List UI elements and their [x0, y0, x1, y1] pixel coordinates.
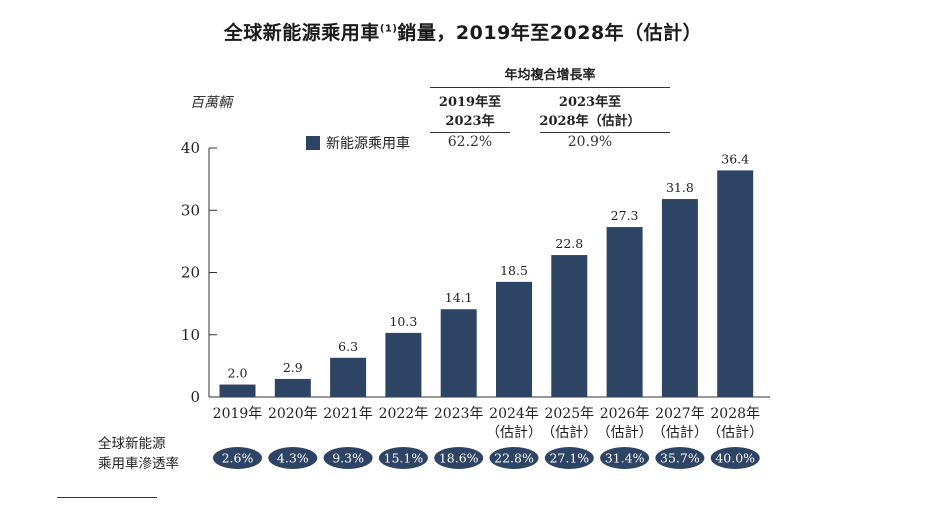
cagr-value-2: 20.9% — [567, 134, 613, 150]
x-tick-label: 2028年 — [710, 406, 760, 422]
data-label: 27.3 — [611, 208, 639, 223]
cagr-period-1-rule — [430, 132, 510, 133]
x-tick-sublabel: （估計） — [541, 425, 597, 441]
x-tick-label: 2022年 — [379, 406, 429, 422]
cagr-period-2-rule — [540, 132, 670, 133]
cagr-header: 年均複合增長率 — [430, 64, 670, 88]
bar — [717, 170, 754, 397]
bar — [219, 384, 256, 397]
cagr-period-1-line2: 2023年 — [445, 114, 495, 129]
cagr-period-2-line1: 2023年至 — [558, 95, 622, 110]
x-tick-label: 2019年 — [213, 406, 263, 422]
penetration-value: 40.0% — [715, 451, 755, 466]
title-main: 全球新能源乘用車 — [223, 22, 380, 44]
y-axis-unit: 百萬輛 — [190, 95, 232, 111]
x-tick-sublabel: （估計） — [486, 425, 542, 441]
legend-label: 新能源乘用車 — [326, 136, 410, 152]
penetration-badge — [268, 447, 318, 469]
bar — [661, 199, 698, 397]
data-label: 36.4 — [721, 151, 749, 166]
data-label: 18.5 — [500, 263, 528, 278]
penetration-badge — [600, 447, 650, 469]
penetration-badge — [544, 447, 594, 469]
x-tick-label: 2021年 — [323, 406, 373, 422]
penetration-badge — [378, 447, 428, 469]
data-label: 14.1 — [445, 290, 473, 305]
cagr-period-1-line1: 2019年至 — [438, 95, 502, 110]
chart-title: 全球新能源乘用車(1)銷量，2019年至2028年（估計） — [0, 18, 926, 45]
bar — [274, 378, 311, 397]
x-tick-label: 2025年 — [544, 406, 594, 422]
penetration-badge — [489, 447, 539, 469]
data-label: 2.0 — [228, 366, 248, 381]
x-tick-sublabel: （估計） — [652, 425, 708, 441]
penetration-value: 9.3% — [332, 451, 364, 466]
bar — [330, 357, 367, 397]
penetration-badge — [213, 447, 262, 469]
bar — [440, 309, 477, 397]
x-tick-label: 2020年 — [268, 406, 318, 422]
penetration-badge — [655, 447, 705, 469]
data-label: 2.9 — [283, 360, 303, 375]
cagr-period-1: 2019年至 2023年 — [410, 93, 530, 131]
data-label: 31.8 — [666, 180, 694, 195]
penetration-value: 22.8% — [494, 451, 534, 466]
bar — [551, 255, 588, 397]
x-tick-label: 2027年 — [655, 406, 705, 422]
y-tick-label: 40 — [181, 139, 200, 157]
bar — [385, 332, 422, 397]
y-tick-label: 10 — [181, 326, 200, 344]
x-tick-sublabel: （估計） — [707, 425, 763, 441]
x-tick-label: 2026年 — [600, 406, 650, 422]
data-label: 10.3 — [389, 314, 417, 329]
legend: 新能源乘用車 — [306, 133, 410, 153]
penetration-label-line2: 乘用車滲透率 — [98, 456, 179, 472]
penetration-value: 18.6% — [439, 451, 479, 466]
x-tick-sublabel: （估計） — [597, 425, 653, 441]
penetration-value: 15.1% — [384, 451, 424, 466]
penetration-badge — [434, 447, 484, 469]
cagr-period-2-line2: 2028年（估計） — [539, 114, 641, 129]
penetration-value: 4.3% — [277, 451, 309, 466]
penetration-badge — [710, 447, 760, 469]
cagr-period-2: 2023年至 2028年（估計） — [530, 93, 650, 131]
data-label: 22.8 — [555, 236, 583, 251]
y-tick-label: 30 — [181, 201, 200, 219]
penetration-value: 35.7% — [660, 451, 700, 466]
penetration-label: 全球新能源 乘用車滲透率 — [98, 434, 179, 474]
bar — [606, 227, 643, 397]
x-tick-label: 2024年 — [489, 406, 539, 422]
cagr-value-1: 62.2% — [447, 134, 493, 150]
footnote-divider — [57, 497, 157, 498]
y-tick-label: 0 — [190, 388, 200, 406]
penetration-label-line1: 全球新能源 — [98, 436, 166, 452]
legend-swatch — [306, 136, 320, 150]
penetration-value: 31.4% — [605, 451, 645, 466]
title-footnote-marker: (1) — [379, 23, 398, 35]
x-tick-label: 2023年 — [434, 406, 484, 422]
y-tick-label: 20 — [181, 264, 200, 282]
penetration-badge — [323, 447, 373, 469]
title-rest: 銷量，2019年至2028年（估計） — [397, 22, 703, 44]
data-label: 6.3 — [338, 339, 358, 354]
penetration-value: 2.6% — [222, 451, 254, 466]
penetration-value: 27.1% — [549, 451, 589, 466]
bar — [496, 281, 532, 397]
